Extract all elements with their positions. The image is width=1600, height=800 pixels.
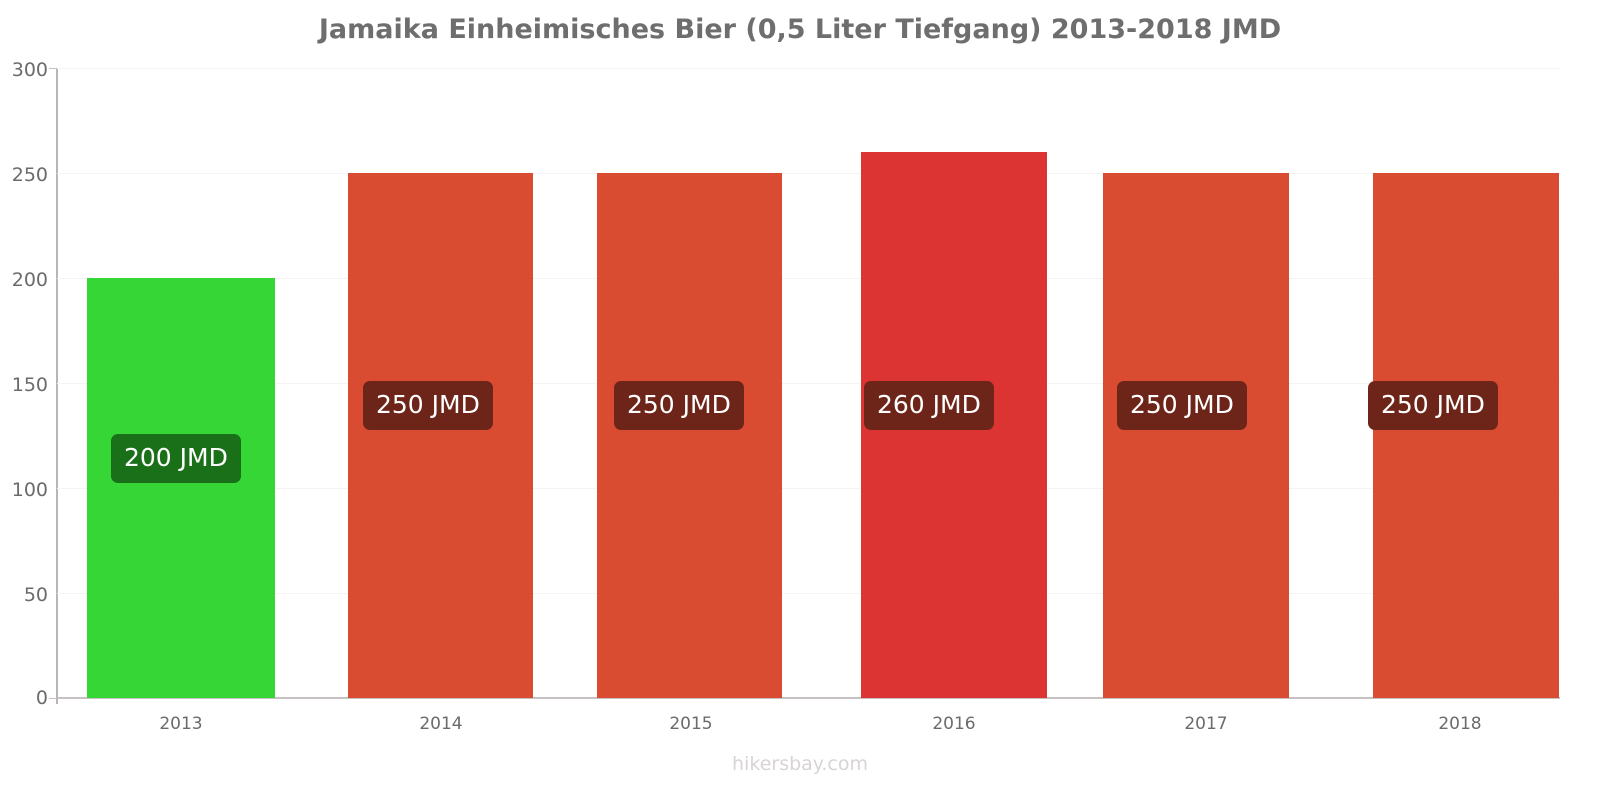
x-axis-tick-label-2013: 2013 bbox=[159, 714, 203, 734]
value-badge-2015: 250 JMD bbox=[614, 381, 744, 430]
gridline-150 bbox=[57, 383, 1560, 384]
bar-2014[interactable] bbox=[348, 173, 533, 698]
y-axis-tick-label-200: 200 bbox=[11, 269, 48, 291]
x-axis-tick-label-2017: 2017 bbox=[1184, 714, 1228, 734]
source-watermark: hikersbay.com bbox=[732, 753, 868, 775]
x-axis-tick-label-2014: 2014 bbox=[419, 714, 463, 734]
y-axis-line bbox=[56, 68, 58, 704]
value-badge-2016: 260 JMD bbox=[864, 381, 994, 430]
gridline-300 bbox=[57, 68, 1560, 69]
bar-rect-2015 bbox=[597, 173, 782, 698]
gridline-100 bbox=[57, 488, 1560, 489]
y-axis-tick-label-300: 300 bbox=[11, 59, 48, 81]
x-axis-tick-label-2015: 2015 bbox=[669, 714, 713, 734]
y-axis-tick-label-0: 0 bbox=[35, 687, 48, 709]
plot-area bbox=[57, 68, 1560, 699]
x-axis-tick-label-2018: 2018 bbox=[1438, 714, 1482, 734]
bar-rect-2018 bbox=[1373, 173, 1559, 698]
bar-rect-2017 bbox=[1103, 173, 1289, 698]
y-axis-tick-label-150: 150 bbox=[11, 374, 48, 396]
bar-2015[interactable] bbox=[597, 173, 782, 698]
y-tick-mark-300 bbox=[49, 68, 57, 69]
value-badge-2014: 250 JMD bbox=[363, 381, 493, 430]
y-axis-tick-label-50: 50 bbox=[23, 584, 48, 606]
gridline-200 bbox=[57, 278, 1560, 279]
x-axis-baseline bbox=[57, 697, 1560, 699]
bar-rect-2014 bbox=[348, 173, 533, 698]
y-tick-mark-0 bbox=[49, 698, 57, 699]
gridline-250 bbox=[57, 173, 1560, 174]
y-axis-tick-label-100: 100 bbox=[11, 479, 48, 501]
value-badge-2013: 200 JMD bbox=[111, 434, 241, 483]
value-badge-2018: 250 JMD bbox=[1368, 381, 1498, 430]
chart-title: Jamaika Einheimisches Bier (0,5 Liter Ti… bbox=[318, 14, 1282, 45]
value-badge-2017: 250 JMD bbox=[1117, 381, 1247, 430]
x-axis-tick-label-2016: 2016 bbox=[932, 714, 976, 734]
bar-2017[interactable] bbox=[1103, 173, 1289, 698]
gridline-50 bbox=[57, 593, 1560, 594]
bar-2018[interactable] bbox=[1373, 173, 1559, 698]
y-axis-tick-label-250: 250 bbox=[11, 164, 48, 186]
bar-rect-2013 bbox=[87, 278, 275, 698]
bar-2013[interactable] bbox=[87, 278, 275, 698]
